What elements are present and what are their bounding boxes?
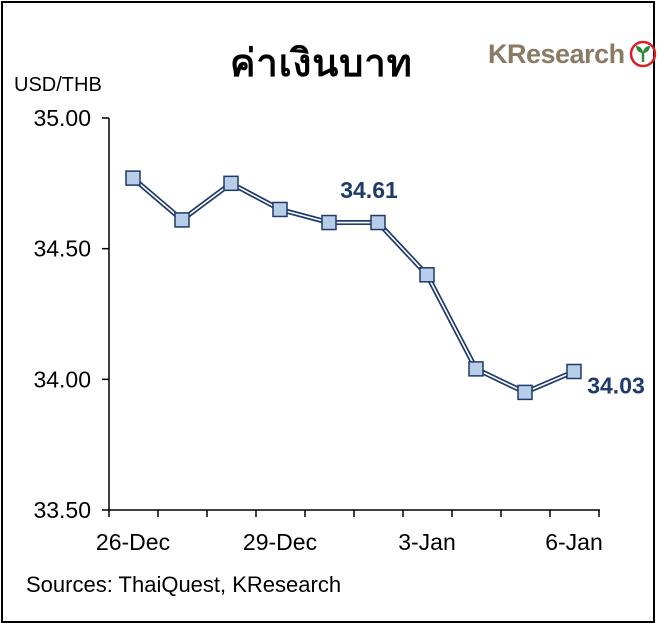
x-tick-label: 26-Dec [96,529,170,555]
data-point-marker [468,361,484,377]
data-point-marker [272,201,288,218]
x-tick-label: 29-Dec [243,529,317,555]
logo-text: KResearch [488,38,625,69]
data-point-marker [174,212,190,228]
y-tick-label: 34.50 [33,236,91,262]
series-line-inner [132,177,575,394]
x-tick-label: 6-Jan [545,529,603,555]
y-tick-label: 34.00 [33,366,91,392]
chart-annotations: 34.61 34.03 [340,177,645,399]
data-point-marker [223,175,239,192]
data-point-marker [566,363,582,380]
data-point-marker [321,214,337,231]
kresearch-logo: KResearch [488,38,657,70]
chart-series [125,170,582,401]
data-point-marker [419,267,435,283]
data-point-marker [370,214,386,231]
kbank-leaf-icon [629,40,656,68]
x-tick-label: 3-Jan [398,529,456,555]
y-tick-label: 33.50 [33,497,91,523]
source-note: Sources: ThaiQuest, KResearch [26,572,342,597]
chart-title: ค่าเงินบาท [230,41,413,85]
data-point-marker [125,170,141,186]
data-label: 34.03 [587,372,645,398]
data-point-marker [517,384,533,401]
data-label: 34.61 [340,177,398,203]
y-axis-label: USD/THB [14,74,102,96]
y-tick-label: 35.00 [33,105,91,131]
series-line-outer [131,176,575,395]
